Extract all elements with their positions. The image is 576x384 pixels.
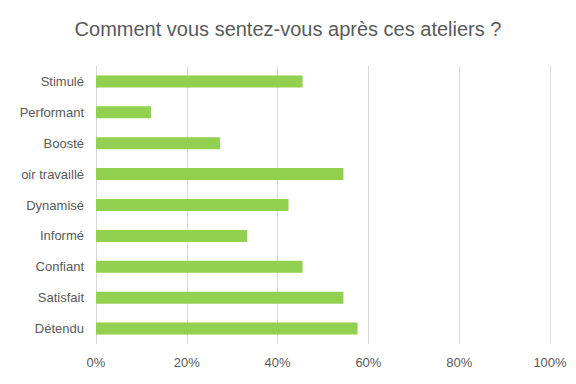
svg-text:Comment vous sentez-vous après: Comment vous sentez-vous après ces ateli… — [75, 18, 502, 40]
svg-text:60%: 60% — [355, 355, 381, 370]
svg-text:20%: 20% — [174, 355, 200, 370]
svg-text:Confiant: Confiant — [36, 259, 85, 274]
svg-text:Informé: Informé — [40, 228, 84, 243]
svg-text:Stimulé: Stimulé — [41, 74, 84, 89]
svg-text:Détendu: Détendu — [35, 321, 84, 336]
svg-text:100%: 100% — [533, 355, 567, 370]
svg-text:Boosté: Boosté — [44, 136, 84, 151]
svg-text:Satisfait: Satisfait — [38, 290, 85, 305]
svg-text:80%: 80% — [446, 355, 472, 370]
svg-text:Dynamisé: Dynamisé — [26, 198, 84, 213]
svg-text:oir travaillé: oir travaillé — [21, 167, 84, 182]
svg-text:Performant: Performant — [20, 105, 85, 120]
svg-text:40%: 40% — [265, 355, 291, 370]
svg-text:0%: 0% — [87, 355, 106, 370]
